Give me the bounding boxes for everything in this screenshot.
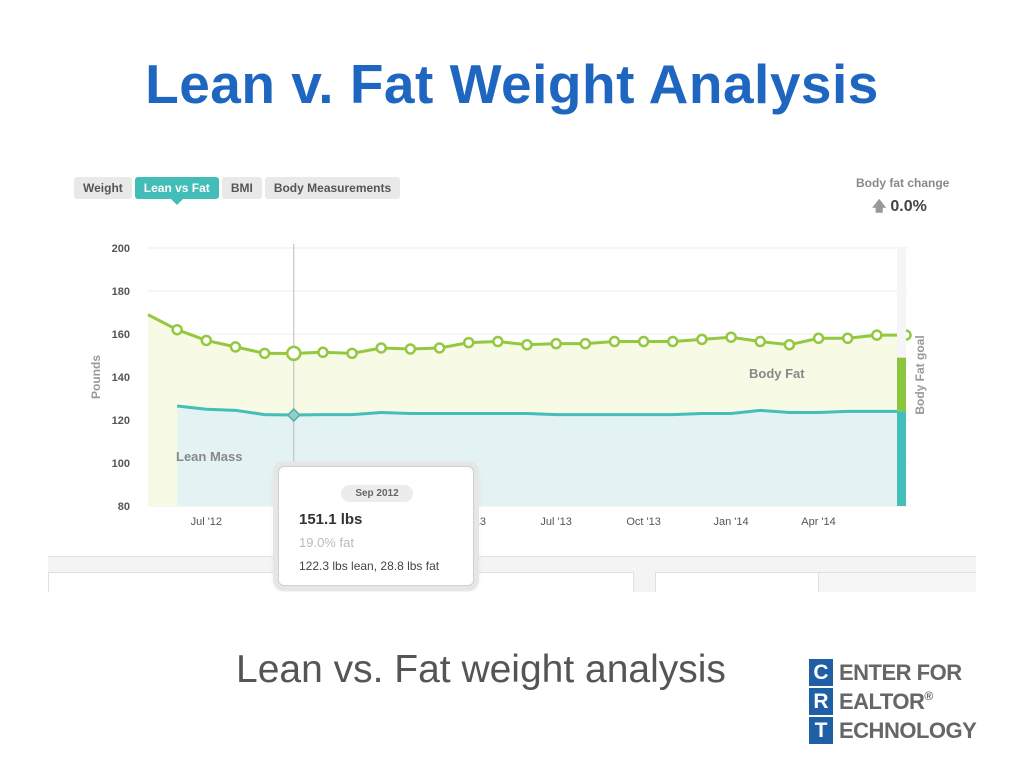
up-arrow-icon: 🡅 (872, 198, 887, 214)
x-tick-label: Jul '12 (191, 516, 222, 528)
body-fat-area-label: Body Fat (749, 366, 805, 381)
body-fat-point (492, 335, 504, 348)
logo-letter-r: R (809, 688, 833, 715)
body-fat-point (812, 332, 825, 345)
body-fat-change-value-row: 🡅 0.0% (856, 196, 949, 220)
body-fat-point (433, 342, 446, 354)
goal-bar-lean (897, 411, 906, 506)
body-fat-change-label: Body fat change (856, 176, 950, 190)
body-fat-point (667, 335, 679, 348)
slide-title: Lean v. Fat Weight Analysis (145, 53, 879, 115)
x-tick-label: Oct '13 (626, 516, 661, 528)
body-fat-point (171, 323, 183, 336)
body-fat-change: Body fat change 🡅 0.0% (856, 176, 949, 220)
body-fat-point (521, 339, 533, 351)
x-tick-label: Jan '14 (714, 516, 749, 528)
y-axis-label: Pounds (89, 355, 103, 399)
tooltip-date: Sep 2012 (341, 485, 413, 502)
body-fat-point (346, 347, 358, 360)
tab-body-measurements[interactable]: Body Measurements (264, 177, 401, 199)
y-tick-label: 160 (112, 329, 130, 341)
logo-line-2: EALTOR® (839, 688, 933, 715)
app-screenshot: 80 100 120 140 160 180 200 Pounds Body Fat Lean M… (48, 160, 976, 592)
body-fat-point (871, 329, 883, 341)
body-fat-point (404, 343, 417, 355)
y-tick-label: 180 (112, 286, 130, 298)
tooltip-weight: 151.1 lbs (299, 511, 363, 528)
logo-letter-t: T (809, 717, 833, 744)
goal-bar-fat (897, 357, 906, 412)
body-fat-point (375, 342, 387, 354)
y-tick-label: 100 (112, 458, 130, 470)
lean-fat-chart: 80 100 120 140 160 180 200 Pounds Body Fat Lean M… (89, 243, 927, 528)
tooltip-fat-percent: 19.0% fat (299, 535, 354, 550)
y-tick-label: 80 (118, 501, 130, 513)
lean-mass-area-label: Lean Mass (176, 449, 242, 464)
body-fat-point (229, 341, 242, 353)
bottom-tab-card-inactive[interactable] (818, 572, 976, 592)
body-fat-point (200, 334, 213, 347)
logo-letter-c: C (809, 659, 833, 686)
body-fat-point (783, 339, 796, 351)
registered-mark: ® (924, 689, 933, 703)
body-fat-point (725, 331, 737, 343)
body-fat-point (637, 335, 650, 348)
slide-caption: Lean vs. Fat weight analysis (236, 648, 726, 691)
logo-line-2-text: EALTOR (839, 689, 925, 714)
body-fat-point (317, 346, 329, 359)
data-tooltip: Sep 2012 151.1 lbs 19.0% fat 122.3 lbs l… (278, 466, 474, 586)
body-fat-point (286, 345, 302, 362)
body-fat-point (550, 337, 562, 350)
tooltip-detail: 122.3 lbs lean, 28.8 lbs fat (299, 559, 440, 573)
body-fat-point (258, 347, 271, 360)
logo-line-1: ENTER FOR (839, 660, 962, 685)
body-fat-point (579, 337, 592, 350)
body-fat-point (696, 333, 708, 346)
body-fat-point (754, 335, 766, 348)
chart-tabs: Weight Lean vs Fat BMI Body Measurements (74, 177, 401, 205)
body-fat-goal-label: Body Fat goal (913, 335, 927, 414)
bottom-tab-card[interactable] (655, 572, 819, 592)
logo-line-3: ECHNOLOGY (839, 718, 977, 743)
x-tick-label: Apr '14 (801, 516, 836, 528)
tab-bmi[interactable]: BMI (221, 177, 262, 199)
y-tick-label: 120 (112, 415, 130, 427)
body-fat-point (462, 336, 475, 349)
y-tick-label: 200 (112, 243, 130, 255)
y-tick-label: 140 (112, 372, 130, 384)
crt-logo: C R T ENTER FOR EALTOR® ECHNOLOGY (809, 659, 1014, 745)
body-fat-change-value: 0.0% (890, 198, 927, 215)
body-fat-point (608, 335, 621, 348)
tab-weight[interactable]: Weight (74, 177, 132, 199)
tab-lean-vs-fat[interactable]: Lean vs Fat (134, 177, 219, 205)
x-tick-label: Jul '13 (540, 516, 571, 528)
lean-mass-highlight-point (286, 407, 301, 423)
body-fat-point (841, 332, 854, 345)
